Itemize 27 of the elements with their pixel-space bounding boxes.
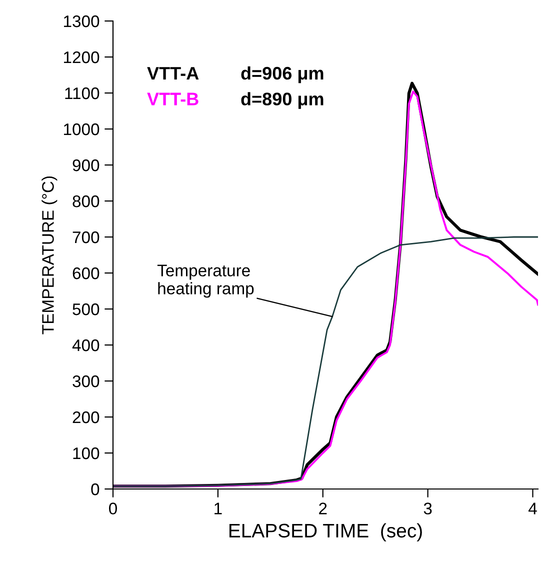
y-tick-label: 900: [72, 159, 100, 172]
annotation: Temperature heating ramp: [157, 264, 254, 298]
y-tick-label: 400: [72, 339, 100, 352]
x-tick-label: 2: [319, 502, 327, 514]
y-tick-label: 200: [72, 411, 100, 424]
y-tick-label: 800: [72, 195, 100, 208]
x-tick-label: 3: [424, 502, 432, 514]
annotation: d=906 μm: [241, 66, 324, 84]
y-tick-label: 0: [91, 483, 100, 496]
y-tick-label: 1100: [65, 87, 100, 100]
y-tick-label: 1000: [64, 123, 100, 136]
text: VTT-A: [147, 67, 199, 80]
y-tick-label: 1300: [64, 15, 100, 28]
line-series: [113, 236, 538, 487]
y-axis-title: TEMPERATURE (°C): [42, 176, 58, 334]
x-axis-title: ELAPSED TIME (sec): [229, 523, 422, 542]
annotation: d=890 μm: [241, 92, 324, 109]
y-tick-label: 300: [72, 375, 100, 388]
y-tick-label: 100: [73, 447, 100, 460]
text: VTT-B: [147, 92, 198, 106]
x-tick-label: 0: [109, 502, 117, 514]
y-tick-label: 500: [72, 303, 100, 316]
y-tick-label: 700: [72, 231, 100, 244]
x-tick-label: 1: [214, 502, 222, 514]
x-tick-label: 4: [528, 502, 537, 514]
y-tick-label: 600: [72, 267, 100, 280]
y-tick-label: 1200: [64, 51, 100, 64]
